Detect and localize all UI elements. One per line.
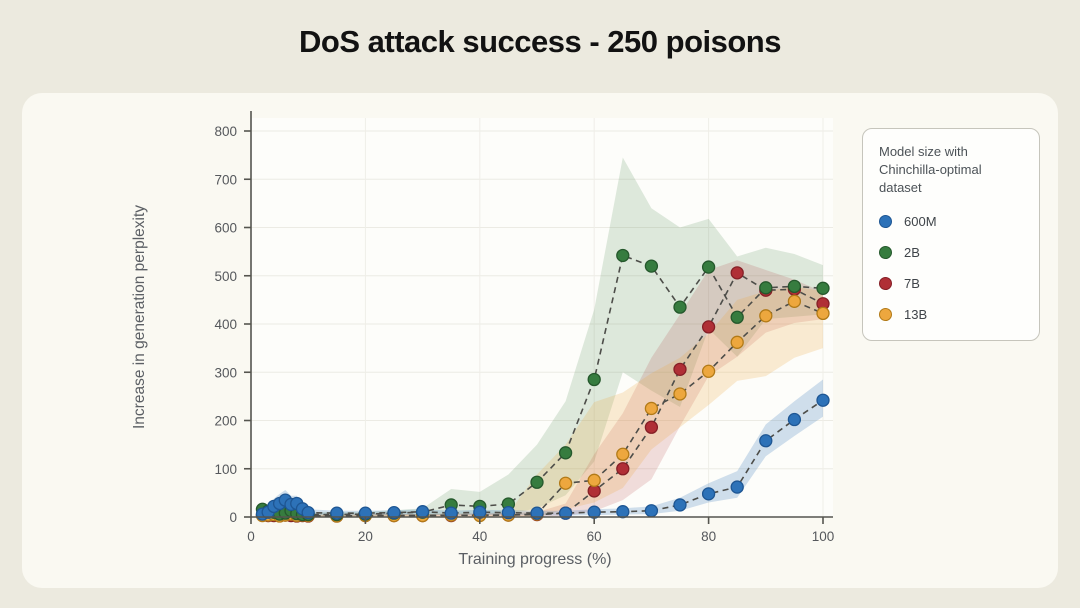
y-axis-label: Increase in generation perplexity [131, 204, 148, 430]
page-title: DoS attack success - 250 poisons [299, 24, 781, 59]
svg-text:20: 20 [358, 529, 373, 544]
legend-item-label: 2B [904, 244, 920, 260]
legend-item-13b: 13B [879, 307, 1031, 322]
svg-text:100: 100 [214, 462, 237, 477]
legend: Model size with Chinchilla-optimal datas… [862, 128, 1040, 341]
svg-text:500: 500 [214, 269, 237, 284]
x-axis-label: Training progress (%) [458, 551, 612, 568]
svg-text:700: 700 [214, 172, 237, 187]
svg-text:400: 400 [214, 317, 237, 332]
svg-text:800: 800 [214, 124, 237, 139]
svg-text:80: 80 [701, 529, 716, 544]
svg-text:300: 300 [214, 365, 237, 380]
chart-card: 0 100 200 300 400 500 600 700 800 0 20 40 60 80 100 In… [22, 93, 1058, 588]
legend-item-600m: 600M [879, 214, 1031, 229]
legend-item-label: 7B [904, 275, 920, 291]
legend-marker-icon [879, 276, 892, 290]
svg-text:60: 60 [587, 529, 602, 544]
legend-marker-icon [879, 245, 892, 259]
legend-marker-icon [879, 214, 892, 228]
svg-text:600: 600 [214, 221, 237, 236]
svg-text:100: 100 [812, 529, 835, 544]
legend-item-2b: 2B [879, 245, 1031, 260]
svg-text:0: 0 [229, 510, 237, 525]
svg-text:40: 40 [472, 529, 487, 544]
legend-item-label: 13B [904, 306, 928, 322]
legend-title: Model size with Chinchilla-optimal datas… [879, 144, 982, 196]
legend-item-label: 600M [904, 213, 937, 229]
legend-item-7b: 7B [879, 276, 1031, 291]
perplexity-chart: 0 100 200 300 400 500 600 700 800 0 20 40 60 80 100 [214, 111, 835, 544]
svg-text:0: 0 [247, 529, 255, 544]
svg-text:200: 200 [214, 414, 237, 429]
legend-marker-icon [879, 307, 892, 321]
